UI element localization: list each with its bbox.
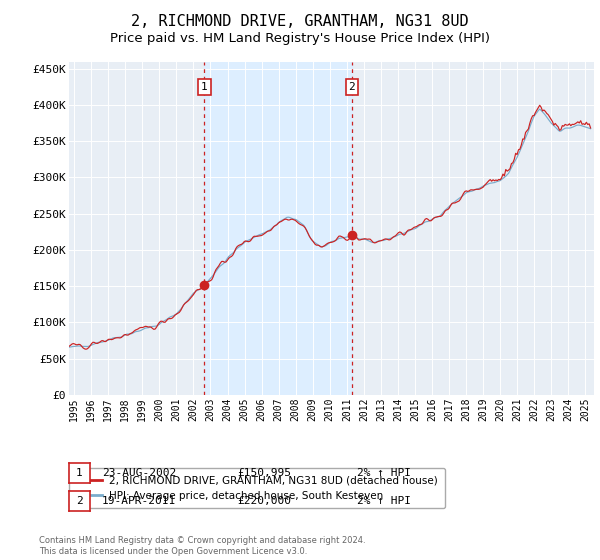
- Text: 2, RICHMOND DRIVE, GRANTHAM, NG31 8UD: 2, RICHMOND DRIVE, GRANTHAM, NG31 8UD: [131, 14, 469, 29]
- Bar: [205, 62, 352, 395]
- Text: 2: 2: [76, 496, 83, 506]
- Text: £150,995: £150,995: [237, 468, 291, 478]
- Text: 1: 1: [201, 82, 208, 92]
- Text: 23-AUG-2002: 23-AUG-2002: [102, 468, 176, 478]
- Text: 2% ↑ HPI: 2% ↑ HPI: [357, 468, 411, 478]
- Text: 2% ↑ HPI: 2% ↑ HPI: [357, 496, 411, 506]
- Text: 19-APR-2011: 19-APR-2011: [102, 496, 176, 506]
- Text: £220,000: £220,000: [237, 496, 291, 506]
- Text: 1: 1: [76, 468, 83, 478]
- Text: Contains HM Land Registry data © Crown copyright and database right 2024.
This d: Contains HM Land Registry data © Crown c…: [39, 536, 365, 556]
- Legend: 2, RICHMOND DRIVE, GRANTHAM, NG31 8UD (detached house), HPI: Average price, deta: 2, RICHMOND DRIVE, GRANTHAM, NG31 8UD (d…: [69, 468, 445, 508]
- Text: 2: 2: [349, 82, 355, 92]
- Text: Price paid vs. HM Land Registry's House Price Index (HPI): Price paid vs. HM Land Registry's House …: [110, 32, 490, 45]
